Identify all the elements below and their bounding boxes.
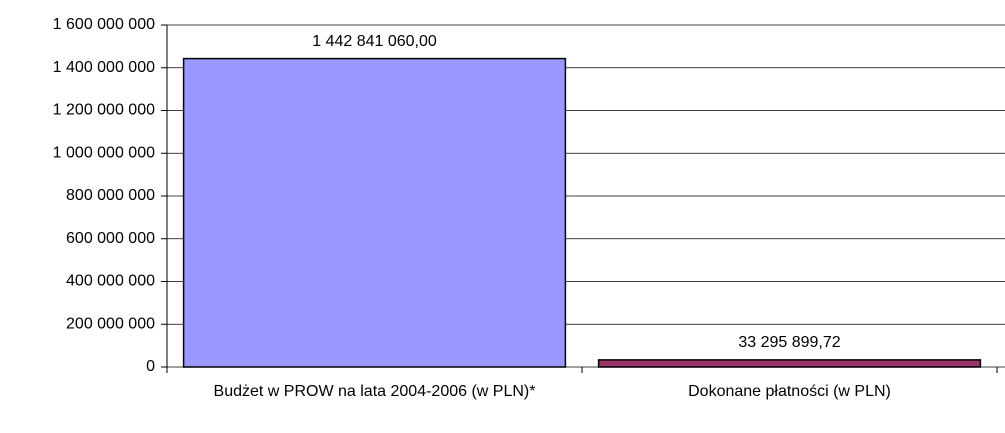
value-label: 33 295 899,72 bbox=[738, 334, 840, 351]
y-tick-label: 0 bbox=[146, 358, 155, 375]
x-tick-label: Dokonane płatności (w PLN) bbox=[688, 383, 891, 400]
y-tick-label: 200 000 000 bbox=[66, 315, 155, 332]
value-label: 1 442 841 060,00 bbox=[312, 33, 437, 50]
y-tick-label: 400 000 000 bbox=[66, 273, 155, 290]
bar bbox=[182, 57, 567, 368]
y-tick-label: 600 000 000 bbox=[66, 230, 155, 247]
bar bbox=[597, 359, 982, 368]
y-tick-label: 800 000 000 bbox=[66, 187, 155, 204]
y-tick-label: 1 200 000 000 bbox=[53, 102, 155, 119]
y-tick-label: 1 400 000 000 bbox=[53, 59, 155, 76]
y-tick-label: 1 600 000 000 bbox=[53, 16, 155, 33]
y-tick-label: 1 000 000 000 bbox=[53, 144, 155, 161]
x-tick-label: Budżet w PROW na lata 2004-2006 (w PLN)* bbox=[213, 383, 536, 400]
